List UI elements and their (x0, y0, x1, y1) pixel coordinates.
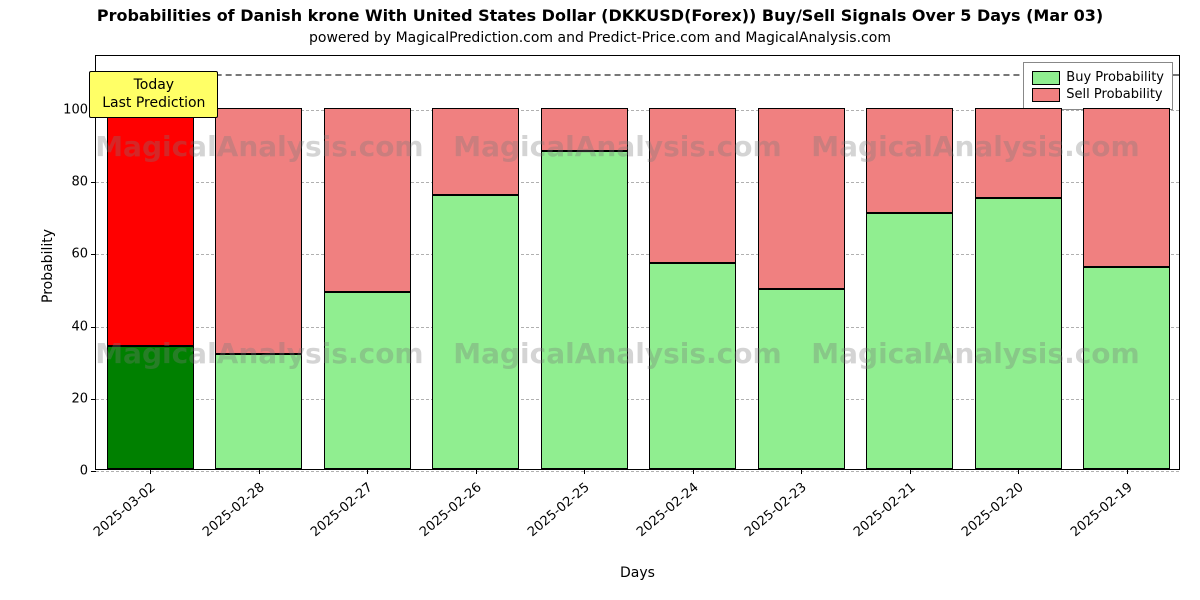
figure: Probabilities of Danish krone With Unite… (0, 0, 1200, 600)
bar-group (649, 54, 736, 469)
bar-group (324, 54, 411, 469)
bar-sell (324, 108, 411, 292)
bar-sell (866, 108, 953, 213)
xtick-label: 2025-02-20 (941, 480, 1027, 556)
bar-group (541, 54, 628, 469)
bar-buy (758, 289, 845, 469)
xtick-label: 2025-02-26 (398, 480, 484, 556)
bar-group (866, 54, 953, 469)
xtick-mark (801, 469, 802, 474)
xtick-label: 2025-02-24 (615, 480, 701, 556)
xtick-mark (910, 469, 911, 474)
ytick-label: 60 (71, 247, 96, 262)
callout-line1: Today (134, 77, 175, 93)
bar-group (758, 54, 845, 469)
bar-buy (107, 346, 194, 469)
bar-sell (1083, 108, 1170, 267)
today-callout: Today Last Prediction (89, 71, 218, 118)
xtick-label: 2025-02-28 (181, 480, 267, 556)
bar-buy (324, 292, 411, 469)
xtick-label: 2025-02-23 (724, 480, 810, 556)
xtick-mark (584, 469, 585, 474)
bar-group (215, 54, 302, 469)
x-axis-label: Days (95, 565, 1180, 581)
bar-buy (649, 263, 736, 469)
bar-sell (541, 108, 628, 151)
ytick-label: 40 (71, 319, 96, 334)
callout-line2: Last Prediction (102, 95, 205, 111)
xtick-mark (1018, 469, 1019, 474)
bar-buy (432, 195, 519, 469)
bar-buy (975, 198, 1062, 469)
xtick-label: 2025-02-19 (1049, 480, 1135, 556)
bar-buy (541, 151, 628, 469)
bar-buy (866, 213, 953, 469)
xtick-mark (693, 469, 694, 474)
bar-sell (758, 108, 845, 288)
bar-sell (432, 108, 519, 195)
chart-title: Probabilities of Danish krone With Unite… (0, 6, 1200, 25)
y-axis-label: Probability (40, 228, 56, 302)
bar-sell (215, 108, 302, 353)
ytick-label: 20 (71, 391, 96, 406)
bar-group (432, 54, 519, 469)
xtick-mark (1127, 469, 1128, 474)
xtick-mark (259, 469, 260, 474)
ytick-label: 80 (71, 175, 96, 190)
chart-subtitle: powered by MagicalPrediction.com and Pre… (0, 30, 1200, 46)
bar-group (1083, 54, 1170, 469)
xtick-mark (476, 469, 477, 474)
ytick-label: 0 (80, 464, 96, 479)
bar-sell (975, 108, 1062, 198)
bar-buy (1083, 267, 1170, 469)
bar-sell (649, 108, 736, 263)
xtick-label: 2025-02-27 (290, 480, 376, 556)
xtick-label: 2025-02-25 (507, 480, 593, 556)
plot-area: Buy Probability Sell Probability 0204060… (95, 55, 1180, 470)
bar-group (975, 54, 1062, 469)
bar-sell (107, 108, 194, 346)
xtick-label: 2025-03-02 (73, 480, 159, 556)
bar-buy (215, 354, 302, 469)
xtick-label: 2025-02-21 (832, 480, 918, 556)
xtick-mark (367, 469, 368, 474)
xtick-mark (150, 469, 151, 474)
